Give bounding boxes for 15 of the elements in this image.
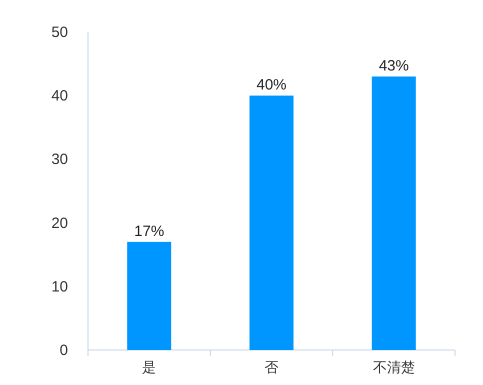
y-tick-label: 20 (51, 214, 68, 232)
y-tick-label: 40 (51, 88, 68, 105)
bar (250, 96, 294, 350)
data-label: 40% (256, 76, 287, 94)
x-tick-label: 否 (264, 359, 278, 375)
y-tick-label: 10 (51, 278, 68, 296)
y-tick-label: 50 (51, 24, 68, 41)
bar (127, 242, 172, 350)
bar (372, 76, 416, 350)
x-tick-label: 是 (142, 359, 156, 375)
y-tick-label: 30 (51, 151, 68, 168)
data-label: 43% (378, 58, 409, 75)
y-tick-label: 0 (60, 342, 68, 359)
x-tick-label: 不清楚 (372, 359, 415, 375)
data-label: 17% (134, 222, 164, 240)
